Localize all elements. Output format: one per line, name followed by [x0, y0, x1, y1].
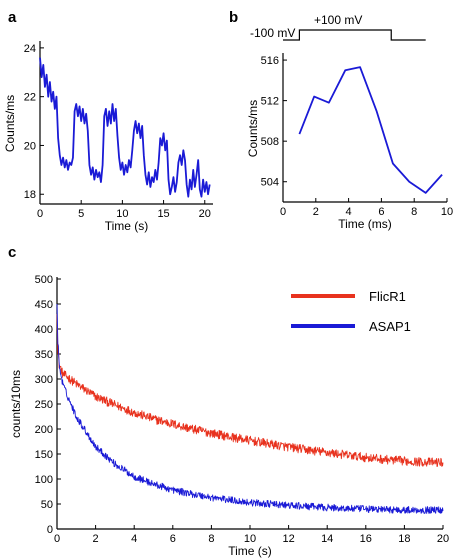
x-tick-label: 2 — [93, 533, 99, 545]
panel-label-b: b — [229, 9, 238, 26]
x-tick-label: 0 — [54, 533, 60, 545]
y-tick-label: 400 — [35, 324, 53, 336]
panel-label-c: c — [8, 244, 16, 261]
voltage-high-label: +100 mV — [314, 13, 362, 27]
x-axis-label: Time (s) — [228, 544, 272, 558]
voltage-low-label: -100 mV — [250, 26, 295, 40]
y-tick-label: 24 — [24, 43, 36, 55]
x-axis-label: Time (ms) — [338, 217, 392, 231]
x-tick-label: 18 — [398, 533, 410, 545]
x-tick-label: 16 — [360, 533, 372, 545]
y-tick-label: 500 — [35, 274, 53, 286]
y-tick-label: 20 — [24, 140, 36, 152]
x-tick-label: 15 — [157, 208, 169, 220]
x-tick-label: 20 — [437, 533, 449, 545]
series-line-asap1 — [57, 304, 443, 514]
x-tick-label: 8 — [208, 533, 214, 545]
y-tick-label: 200 — [35, 424, 53, 436]
y-axis-label: Counts/ms — [3, 95, 17, 152]
y-axis-label: counts/10ms — [9, 370, 23, 438]
y-tick-label: 512 — [261, 96, 279, 108]
y-tick-label: 18 — [24, 189, 36, 201]
x-tick-label: 10 — [441, 206, 453, 218]
y-tick-label: 22 — [24, 92, 36, 104]
x-tick-label: 4 — [131, 533, 137, 545]
x-tick-label: 14 — [321, 533, 333, 545]
x-tick-label: 5 — [78, 208, 84, 220]
x-tick-label: 2 — [313, 206, 319, 218]
y-tick-label: 516 — [261, 55, 279, 67]
x-axis-label: Time (s) — [105, 219, 149, 233]
legend-label-flicr1: FlicR1 — [369, 289, 406, 304]
chart-panel-c: c0 2 4 6 8 10 12 14 16 18 200501001502002503003504… — [8, 244, 449, 558]
y-tick-label: 508 — [261, 136, 279, 148]
series-line-a-0 — [40, 58, 210, 197]
panel-label-a: a — [8, 9, 17, 26]
series-line-b-0 — [299, 67, 442, 193]
x-tick-label: 6 — [170, 533, 176, 545]
y-tick-label: 450 — [35, 299, 53, 311]
y-tick-label: 100 — [35, 474, 53, 486]
y-tick-label: 300 — [35, 374, 53, 386]
y-tick-label: 150 — [35, 449, 53, 461]
x-tick-label: 12 — [282, 533, 294, 545]
x-tick-label: 20 — [199, 208, 211, 220]
y-tick-label: 250 — [35, 399, 53, 411]
x-tick-label: 8 — [411, 206, 417, 218]
y-tick-label: 50 — [41, 499, 53, 511]
series-line-flicr1 — [57, 314, 443, 467]
y-axis-label: Counts/ms — [246, 100, 260, 157]
y-tick-label: 350 — [35, 349, 53, 361]
y-tick-label: 504 — [261, 177, 279, 189]
y-tick-label: 0 — [47, 524, 53, 536]
legend-label-asap1: ASAP1 — [369, 319, 411, 334]
x-tick-label: 0 — [280, 206, 286, 218]
voltage-step-trace — [283, 30, 426, 40]
x-tick-label: 0 — [37, 208, 43, 220]
